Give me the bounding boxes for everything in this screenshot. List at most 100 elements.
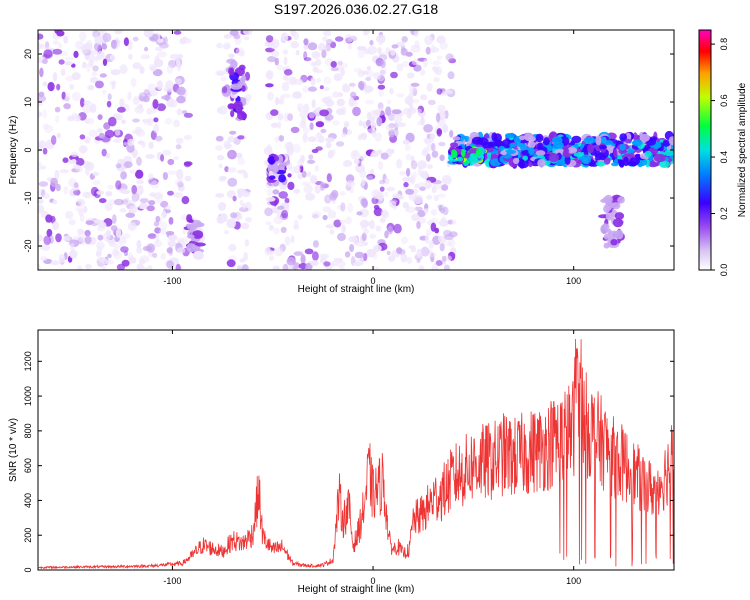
snr-series-line	[38, 338, 674, 570]
heatmap-cell	[138, 204, 146, 210]
heatmap-cell	[310, 77, 316, 86]
heatmap-cell	[431, 150, 439, 158]
heatmap-feature-cell	[619, 143, 626, 151]
heatmap-cell	[150, 180, 160, 189]
heatmap-feature-cell	[639, 133, 650, 142]
heatmap-cell	[357, 48, 365, 59]
heatmap-cell	[96, 246, 103, 253]
heatmap-cell	[156, 80, 163, 91]
heatmap-cell	[310, 260, 319, 267]
heatmap-cell	[337, 232, 346, 242]
heatmap-feature-cell	[527, 141, 536, 149]
heatmap-cell	[399, 170, 407, 176]
heatmap-cell	[42, 81, 48, 87]
heatmap-cell	[69, 249, 78, 259]
heatmap-feature-cell	[631, 139, 643, 147]
heatmap-cell	[54, 30, 59, 34]
heatmap-feature-cell	[241, 85, 246, 92]
heatmap-cell	[310, 61, 319, 66]
heatmap-cell	[56, 83, 61, 91]
heatmap-cell	[363, 228, 370, 235]
heatmap-cell	[162, 172, 168, 180]
heatmap-cell	[179, 37, 187, 45]
heatmap-cell	[447, 219, 453, 225]
heatmap-cell	[228, 243, 237, 252]
heatmap-cell	[416, 248, 422, 258]
heatmap-cell	[160, 154, 165, 162]
heatmap-feature-cell	[611, 202, 621, 210]
heatmap-cell	[414, 40, 420, 49]
heatmap-cell	[132, 62, 142, 70]
heatmap-cell	[301, 170, 307, 178]
heatmap-cell	[142, 95, 150, 103]
heatmap-cell	[277, 113, 284, 121]
heatmap-cell	[366, 65, 371, 71]
heatmap-cell	[323, 87, 330, 92]
heatmap-cell	[65, 92, 71, 103]
heatmap-cell	[302, 85, 310, 93]
heatmap-cell	[424, 208, 429, 214]
heatmap-cell	[427, 251, 437, 258]
heatmap-cell	[216, 155, 225, 161]
heatmap-feature-cell	[623, 156, 629, 167]
heatmap-cell	[407, 176, 415, 183]
heatmap-cell	[148, 141, 154, 149]
heatmap-cell	[55, 115, 60, 123]
heatmap-cell	[337, 92, 344, 97]
heatmap-cell	[310, 175, 318, 184]
heatmap-cell	[305, 192, 316, 201]
heatmap-cell	[93, 42, 102, 52]
heatmap-cell	[167, 241, 178, 247]
heatmap-feature-cell	[522, 155, 529, 161]
heatmap-cell	[102, 58, 108, 66]
heatmap-cell	[153, 117, 159, 123]
heatmap-cell	[43, 193, 50, 199]
heatmap-feature-cell	[631, 161, 637, 167]
heatmap-cell	[287, 173, 292, 178]
heatmap-cell	[444, 89, 454, 95]
heatmap-cell	[384, 178, 390, 185]
heatmap-cell	[308, 112, 315, 119]
heatmap-cell	[168, 234, 178, 242]
heatmap-cell	[148, 90, 158, 97]
heatmap-cell	[402, 139, 410, 145]
heatmap-cell	[443, 264, 450, 270]
colorbar-tick-label: 0.4	[719, 151, 729, 164]
heatmap-cell	[88, 59, 94, 68]
heatmap-cell	[148, 200, 156, 206]
heatmap-cell	[228, 152, 234, 157]
heatmap-cell	[128, 205, 137, 214]
heatmap-cell	[218, 175, 226, 182]
heatmap-cell	[38, 263, 41, 270]
heatmap-feature-cell	[537, 159, 546, 168]
heatmap-cell	[284, 112, 289, 122]
heatmap-cell	[128, 256, 137, 264]
heatmap-cell	[373, 204, 380, 210]
heatmap-cell	[96, 50, 105, 60]
heatmap-cell	[357, 70, 365, 77]
heatmap-cell	[163, 36, 168, 45]
heatmap-cell	[342, 84, 351, 93]
heatmap-cell	[96, 226, 106, 232]
heatmap-cell	[114, 198, 124, 206]
heatmap-cell	[373, 109, 381, 116]
heatmap-cell	[149, 65, 157, 72]
heatmap-cell	[154, 135, 163, 142]
spectrogram-x-tick-label: 100	[566, 276, 581, 286]
heatmap-cell	[39, 67, 44, 78]
heatmap-cell	[346, 180, 356, 188]
heatmap-cell	[98, 132, 105, 139]
heatmap-feature-cell	[278, 174, 286, 183]
heatmap-cell	[379, 186, 385, 192]
heatmap-cell	[236, 169, 247, 174]
heatmap-cell	[238, 49, 246, 57]
heatmap-cell	[278, 191, 289, 199]
heatmap-cell	[396, 247, 403, 255]
heatmap-cell	[441, 175, 452, 185]
heatmap-cell	[107, 184, 115, 190]
heatmap-cell	[165, 80, 174, 90]
heatmap-cell	[403, 181, 409, 188]
spectrogram-x-tick-label: -100	[163, 276, 181, 286]
heatmap-cell	[42, 109, 47, 119]
heatmap-feature-cell	[469, 153, 476, 163]
